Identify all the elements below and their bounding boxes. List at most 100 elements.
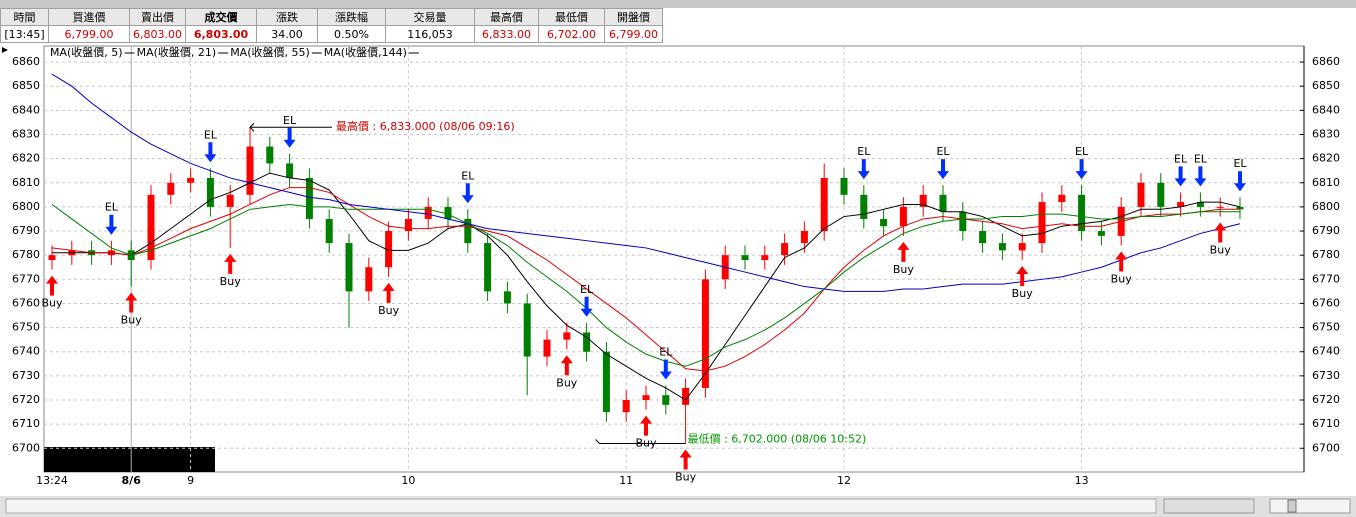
y-tick-label: 6770 [12,272,40,285]
candle-body [820,177,828,232]
candle-body [266,146,274,164]
candle-body [305,177,313,219]
candle-body [602,351,610,413]
buy-arrow [125,292,138,313]
candle-body [701,279,709,388]
x-tick-label: 13 [1075,474,1089,487]
el-label: EL [857,145,871,158]
candle-body [979,231,987,244]
el-arrow [105,214,118,235]
y-tick-label-right: 6700 [1312,441,1340,454]
el-arrow [461,183,474,204]
candle-body [682,387,690,405]
annotation-line [595,439,686,444]
annotation: 最低價 : 6,702.000 (08/06 10:52) [688,431,867,445]
buy-arrow [224,253,237,274]
title-strip [0,0,1356,8]
candle-body [523,303,531,357]
el-arrow [204,142,217,163]
candle-body [840,177,848,195]
el-label: EL [936,145,950,158]
redaction [44,447,215,472]
legend-label: MA(收盤價, 21) [137,45,217,59]
x-tick-label: 13:24 [36,474,68,487]
candle-body [444,206,452,219]
y-tick-label-right: 6730 [1312,369,1340,382]
y-tick-label: 6800 [12,200,40,213]
zoom-slider[interactable] [1269,498,1351,514]
candle-body [464,218,472,244]
buy-arrow [560,355,573,376]
candle-body [187,177,195,183]
column-header: 漲跌 [255,8,318,26]
el-arrow [937,159,949,180]
candle-body [1196,202,1204,207]
y-tick-label: 6710 [12,417,40,430]
candle-body [147,194,155,260]
el-label: EL [659,346,673,359]
candle-body [899,206,907,227]
x-tick-label: 10 [401,474,415,487]
candle-body [1038,202,1046,244]
candle-body [622,400,630,413]
y-tick-label: 6830 [12,127,40,140]
x-tick-label: 12 [837,474,851,487]
legend-label: MA(收盤價, 55) [230,45,310,59]
el-arrow [1075,159,1088,180]
tool-buttons[interactable] [1163,498,1255,514]
candle-body [345,243,353,292]
y-tick-label: 6740 [12,345,40,358]
chart-bg [0,44,1356,517]
y-tick-label-right: 6810 [1312,176,1340,189]
candle-body [503,291,511,304]
candle-body [484,243,492,292]
candle-body [919,194,927,207]
el-label: EL [1174,152,1188,165]
legend-label: MA(收盤價,144) [324,45,407,59]
candle-body [246,146,254,195]
candle-body [1137,182,1145,207]
candle-body [543,339,551,357]
column-value: 116,053 [384,25,475,43]
candle-body [286,163,294,178]
candle-body [583,332,591,352]
y-tick-label: 6860 [12,55,40,68]
menu-icon[interactable] [2,47,8,53]
buy-label: Buy [378,304,400,317]
buy-label: Buy [1012,287,1034,300]
column-header: 買進價 [48,8,130,26]
zoom-thumb[interactable] [1287,499,1297,513]
buy-label: Buy [41,297,63,310]
el-arrow [857,159,870,180]
y-tick-label: 6730 [12,369,40,382]
candle-body [1157,182,1165,207]
candle-body [365,267,373,292]
candle-body [206,177,214,207]
column-value: 34.00 [255,25,318,43]
candle-body [781,243,789,256]
y-tick-label: 6790 [12,224,40,237]
x-tick-label: 8/6 [122,474,142,487]
el-label: EL [204,128,218,141]
quote-header: 時間 買進價 賣出價 成交價 漲跌 漲跌幅 交易量 最高價 最低價 開盤價 [0,8,663,26]
candle-body [860,194,868,219]
buy-arrow [679,449,692,470]
y-tick-label: 6750 [12,321,40,334]
y-tick-label-right: 6780 [1312,248,1340,261]
candle-body [959,211,967,232]
y-tick-label-right: 6850 [1312,79,1340,92]
scrollbar[interactable] [5,498,1157,514]
buy-label: Buy [1111,273,1133,286]
buy-arrow [1016,266,1029,286]
candle-body [424,206,432,219]
annotation: 最高價 : 6,833.000 (08/06 09:16) [336,119,515,133]
column-value: 6,803.00 [129,25,186,43]
y-tick-label: 6780 [12,248,40,261]
y-tick-label-right: 6750 [1312,321,1340,334]
column-value: 6,803.00 [184,25,257,43]
y-tick-label-right: 6740 [1312,345,1340,358]
column-header: 漲跌幅 [316,8,386,26]
el-arrow [659,359,672,380]
el-label: EL [105,201,119,214]
